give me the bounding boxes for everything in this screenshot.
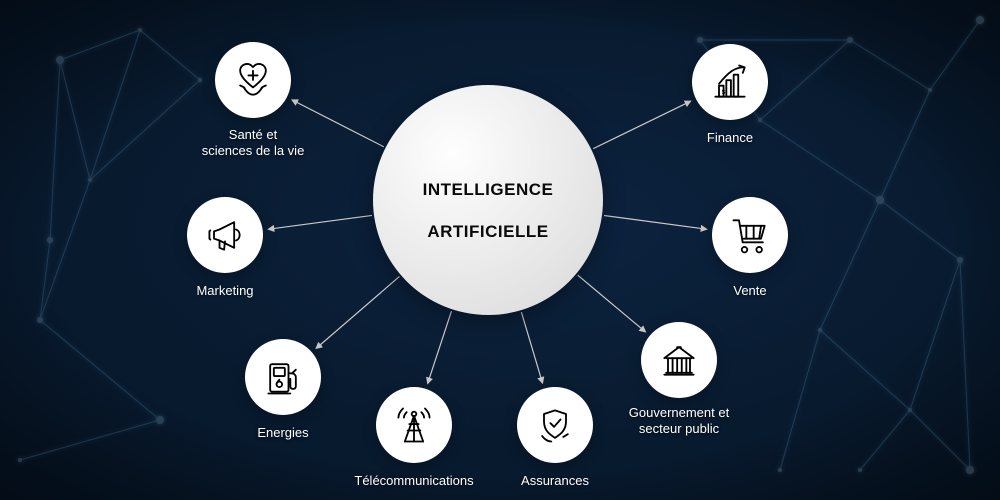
shield-icon — [533, 403, 577, 447]
node-label-marketing: Marketing — [145, 283, 305, 299]
node-finance: $ — [692, 44, 768, 120]
hub-circle: INTELLIGENCE ARTIFICIELLE — [373, 85, 603, 315]
node-energy — [245, 339, 321, 415]
node-label-telecom: Télécommunications — [334, 473, 494, 489]
chart-icon: $ — [708, 60, 752, 104]
node-label-energy: Energies — [203, 425, 363, 441]
hub-line1: INTELLIGENCE — [423, 180, 554, 199]
node-telecom — [376, 387, 452, 463]
node-health — [215, 42, 291, 118]
node-retail — [712, 197, 788, 273]
fuel-icon — [261, 355, 305, 399]
node-insurance — [517, 387, 593, 463]
node-label-health: Santé etsciences de la vie — [173, 127, 333, 160]
svg-text:$: $ — [722, 89, 726, 96]
node-label-gov: Gouvernement etsecteur public — [599, 405, 759, 438]
building-icon — [657, 338, 701, 382]
hub-line2: ARTIFICIELLE — [427, 222, 548, 241]
node-label-insurance: Assurances — [475, 473, 635, 489]
health-icon — [231, 58, 275, 102]
node-label-retail: Vente — [670, 283, 830, 299]
cart-icon — [728, 213, 772, 257]
megaphone-icon — [203, 213, 247, 257]
node-marketing — [187, 197, 263, 273]
diagram-canvas: INTELLIGENCE ARTIFICIELLE Santé etscienc… — [0, 0, 1000, 500]
antenna-icon — [392, 403, 436, 447]
node-label-finance: Finance — [650, 130, 810, 146]
node-gov — [641, 322, 717, 398]
hub-title: INTELLIGENCE ARTIFICIELLE — [423, 158, 554, 243]
